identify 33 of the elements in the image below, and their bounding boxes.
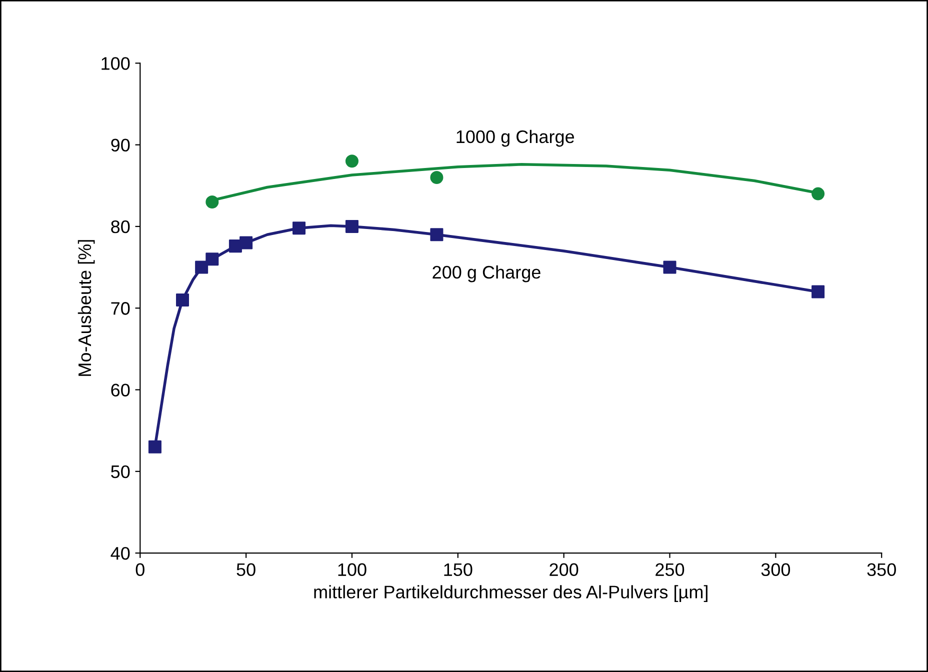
y-tick-label: 100 [102,57,130,70]
point [206,252,219,266]
y-tick-label: 50 [111,465,130,478]
x-tick-label: 150 [444,563,472,576]
series-label: 1000 g Charge [456,130,574,147]
point [663,260,676,274]
y-tick-label: 60 [111,384,130,396]
x-tick-label: 200 [550,563,578,576]
y-tick-label: 90 [111,138,130,152]
point [176,293,189,306]
y-tick-label: 80 [111,220,130,234]
x-tick-label: 100 [338,563,366,576]
point [148,440,162,454]
point [206,195,219,208]
point [812,285,825,298]
x-axis-title: mittlerer Partikeldurchmesser des Al-Pulvers [µm] [314,585,708,602]
point [195,260,208,274]
y-axis-title: Mo-Ausbeute [%] [78,240,95,376]
point [345,154,358,168]
y-tick-label: 70 [111,302,130,315]
point [292,222,306,235]
point [812,187,825,200]
point [345,220,358,233]
x-tick-label: 250 [656,563,684,576]
x-tick-label: 0 [136,563,144,576]
point [430,170,444,184]
series-label: 200 g Charge [432,265,540,282]
point [240,236,253,250]
x-tick-label: 300 [761,563,790,576]
y-tick-label: 40 [110,546,130,560]
x-tick-label: 350 [867,563,896,576]
x-tick-label: 50 [236,563,256,576]
point [430,228,444,242]
